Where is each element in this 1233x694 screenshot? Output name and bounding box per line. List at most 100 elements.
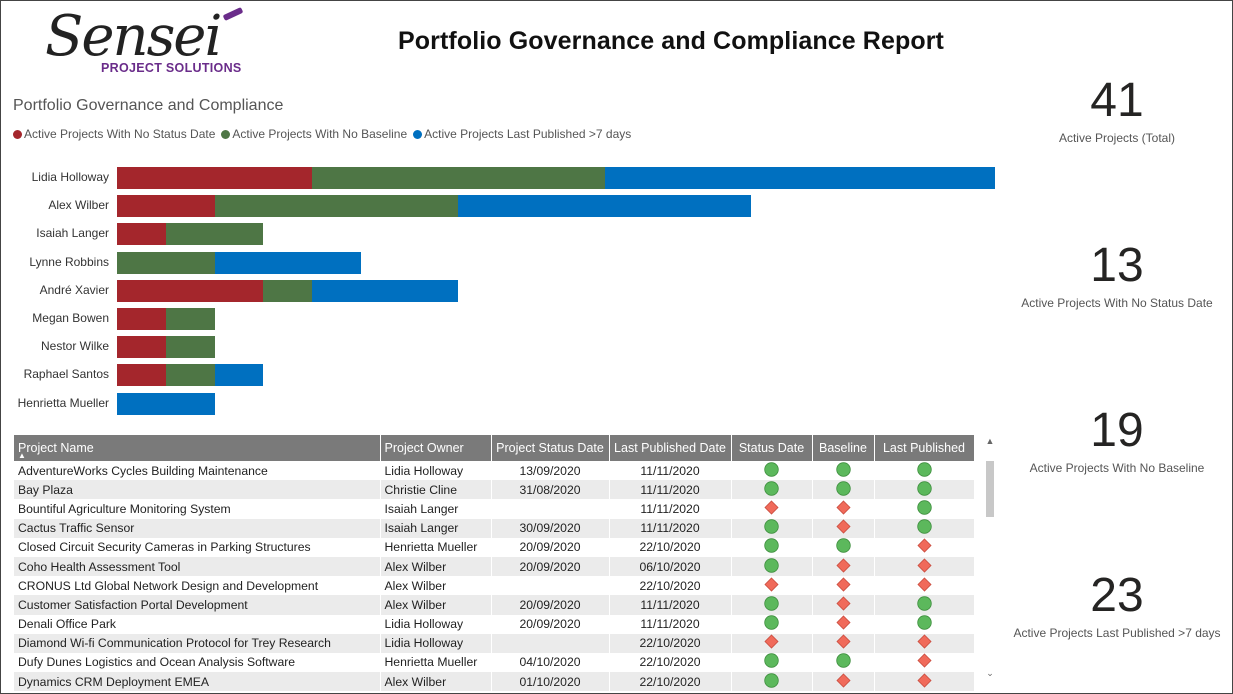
cell-project-name: Bay Plaza <box>14 480 381 500</box>
column-header-label: Project Owner <box>384 441 464 455</box>
chart-bar[interactable] <box>165 308 215 330</box>
red-diamond-icon <box>835 500 851 518</box>
cell-baseline-indicator <box>812 633 875 653</box>
table-scrollbar[interactable]: ▲ ⌄ <box>984 435 996 679</box>
table-row[interactable]: Customer Satisfaction Portal Development… <box>14 595 974 615</box>
table-row[interactable]: Diamond Wi-fi Communication Protocol for… <box>14 633 974 653</box>
red-diamond-icon <box>916 557 932 576</box>
cell-last-published-indicator <box>874 595 974 615</box>
table-row[interactable]: AdventureWorks Cycles Building Maintenan… <box>14 461 974 481</box>
red-diamond-icon <box>916 673 932 691</box>
chart-bar[interactable] <box>117 392 215 415</box>
chart-bar[interactable] <box>117 336 166 359</box>
cell-project-owner: Isaiah Langer <box>380 499 492 519</box>
green-circle-icon <box>835 461 851 480</box>
red-diamond-icon <box>835 596 851 614</box>
chart-bar[interactable] <box>214 364 264 387</box>
red-diamond-icon <box>835 634 851 652</box>
cell-status-date: 20/09/2020 <box>491 595 610 615</box>
green-circle-icon <box>764 519 779 537</box>
chart-bar[interactable] <box>214 251 361 274</box>
kpi-label: Active Projects (Total) <box>1058 131 1176 145</box>
cell-last-published-indicator <box>874 633 974 653</box>
cell-project-name: CRONUS Ltd Global Network Design and Dev… <box>14 576 381 596</box>
table-row[interactable]: Closed Circuit Security Cameras in Parki… <box>14 537 974 557</box>
chart-bar[interactable] <box>117 251 215 274</box>
column-header-last-published-date[interactable]: Last Published Date <box>609 435 732 461</box>
chart-bar[interactable] <box>604 167 995 189</box>
table-row[interactable]: Dufy Dunes Logistics and Ocean Analysis … <box>14 652 974 673</box>
chart-bar[interactable] <box>263 279 312 302</box>
chart-bar-row: Megan Bowen <box>1 308 1001 330</box>
logo-subtext: PROJECT SOLUTIONS <box>101 61 242 75</box>
chart-bar[interactable] <box>117 364 166 387</box>
chart-bar-row: Alex Wilber <box>1 195 1001 218</box>
chevron-up-icon[interactable]: ▲ <box>985 436 995 446</box>
green-circle-icon <box>916 461 932 480</box>
chart-bar[interactable] <box>117 167 312 189</box>
table-row[interactable]: Dynamics CRM Deployment EMEA Alex Wilber 0… <box>14 672 974 692</box>
column-header-label: Project Status Date <box>496 441 604 455</box>
green-circle-icon <box>764 672 779 691</box>
green-circle-icon <box>764 653 779 671</box>
table-row[interactable]: Bay Plaza Christie Cline 31/08/2020 11/11/2… <box>14 480 974 500</box>
column-header-label: Last Published <box>882 441 965 455</box>
chart-bar[interactable] <box>165 364 215 387</box>
table-row[interactable]: Coho Health Assessment Tool Alex Wilber 20… <box>14 556 974 577</box>
chart-bar[interactable] <box>117 279 264 302</box>
green-circle-icon <box>764 596 779 614</box>
column-header-status-date-indicator[interactable]: Status Date <box>731 435 813 461</box>
chart-bar[interactable] <box>312 167 605 189</box>
chart-category-label: Nestor Wilke <box>40 339 109 354</box>
column-header-status-date-value[interactable]: Project Status Date <box>491 435 610 461</box>
cell-project-name: Dufy Dunes Logistics and Ocean Analysis … <box>14 652 381 673</box>
red-diamond-icon <box>916 538 932 556</box>
cell-status-date: 13/09/2020 <box>491 461 610 481</box>
chart-bar[interactable] <box>117 223 166 246</box>
red-diamond-icon <box>764 634 779 652</box>
cell-status-date-indicator <box>731 633 813 653</box>
table-row[interactable]: Bountiful Agriculture Monitoring System I… <box>14 499 974 519</box>
cell-last-published-date: 22/10/2020 <box>609 652 732 673</box>
chevron-down-icon[interactable]: ⌄ <box>986 668 994 678</box>
kpi-value: 13 <box>1090 239 1144 292</box>
cell-baseline-indicator <box>812 595 875 615</box>
red-diamond-icon <box>916 653 932 671</box>
legend-item-no-status-date[interactable]: Active Projects With No Status Date <box>13 127 215 141</box>
chart-bar[interactable] <box>117 195 215 218</box>
chart-bar[interactable] <box>165 336 215 359</box>
column-header-project-name[interactable]: Project Name ▲ <box>14 435 381 461</box>
chart-category-label: André Xavier <box>39 282 109 297</box>
cell-baseline-indicator <box>812 461 875 481</box>
legend-item-last-published[interactable]: Active Projects Last Published >7 days <box>413 127 631 141</box>
cell-status-date: 30/09/2020 <box>491 518 610 538</box>
column-header-baseline-indicator[interactable]: Baseline <box>812 435 875 461</box>
cell-project-name: Denali Office Park <box>14 614 381 634</box>
legend-item-no-baseline[interactable]: Active Projects With No Baseline <box>221 127 407 141</box>
cell-project-owner: Isaiah Langer <box>380 518 492 538</box>
cell-status-date-indicator <box>731 672 813 692</box>
chart-bar[interactable] <box>117 308 166 330</box>
chart-bar[interactable] <box>214 195 459 218</box>
column-header-last-published-indicator[interactable]: Last Published <box>874 435 974 461</box>
cell-last-published-date: 11/11/2020 <box>609 461 732 481</box>
kpi-value: 23 <box>1090 569 1144 622</box>
cell-status-date <box>491 576 610 596</box>
chart-bar[interactable] <box>312 279 459 302</box>
stacked-bar-chart: Lidia Holloway Alex Wilber Isaiah Langer Ly… <box>1 161 1001 421</box>
cell-baseline-indicator <box>812 499 875 519</box>
chart-bar[interactable] <box>458 195 751 218</box>
column-header-project-owner[interactable]: Project Owner <box>380 435 492 461</box>
cell-last-published-date: 11/11/2020 <box>609 480 732 500</box>
logo-wordmark: Sensei <box>45 5 220 69</box>
table-row[interactable]: CRONUS Ltd Global Network Design and Dev… <box>14 576 974 596</box>
chart-bar[interactable] <box>165 223 264 246</box>
table-row[interactable]: Denali Office Park Lidia Holloway 20/09/20… <box>14 614 974 634</box>
cell-last-published-indicator <box>874 614 974 634</box>
green-circle-icon <box>835 481 851 499</box>
scrollbar-thumb[interactable] <box>986 461 994 517</box>
table-row[interactable]: Cactus Traffic Sensor Isaiah Langer 30/09/… <box>14 518 974 538</box>
chart-category-label: Isaiah Langer <box>36 226 109 241</box>
cell-last-published-date: 11/11/2020 <box>609 595 732 615</box>
red-diamond-icon <box>764 577 779 595</box>
